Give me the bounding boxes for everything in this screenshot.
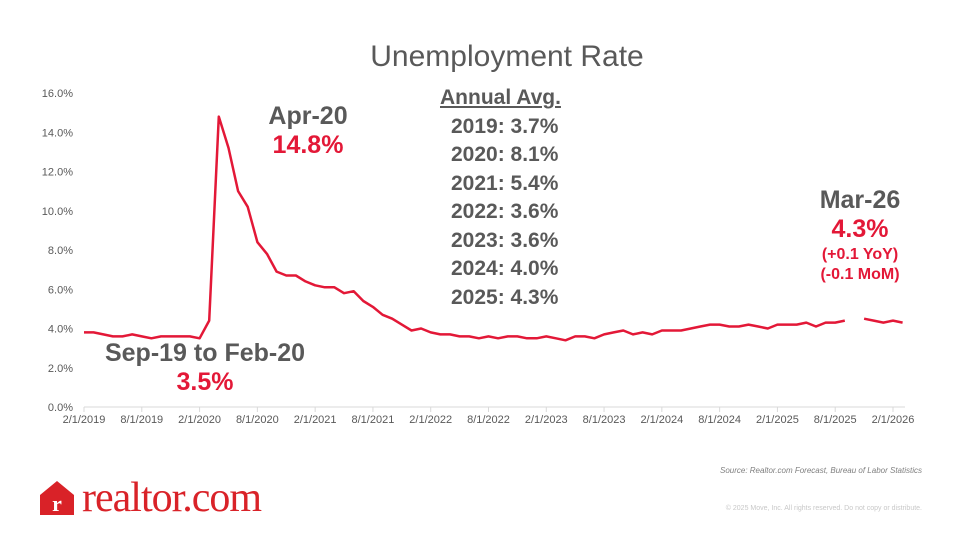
x-tick-label: 2/1/2020 [178, 414, 221, 426]
annual-average-row: 2020: 8.1% [451, 143, 559, 166]
latest-mom: (-0.1 MoM) [820, 266, 900, 283]
annual-average-heading: Annual Avg. [440, 86, 561, 109]
x-tick-label: 2/1/2021 [294, 414, 337, 426]
y-tick-label: 2.0% [48, 363, 73, 375]
latest-value: 4.3% [831, 215, 889, 243]
x-tick-label: 2/1/2026 [872, 414, 915, 426]
source-note: Source: Realtor.com Forecast, Bureau of … [719, 466, 922, 475]
annual-average-box: Annual Avg. 2019: 3.7% 2020: 8.1% 2021: … [440, 84, 561, 312]
y-tick-label: 12.0% [42, 167, 73, 179]
copyright-note: © 2025 Move, Inc. All rights reserved. D… [725, 505, 922, 512]
x-tick-label: 2/1/2025 [756, 414, 799, 426]
annual-average-row: 2019: 3.7% [451, 114, 559, 138]
annual-average-row: 2022: 3.6% [451, 200, 559, 223]
x-tick-label: 2/1/2022 [409, 414, 452, 426]
x-tick-label: 8/1/2021 [352, 414, 395, 426]
chart-title: Unemployment Rate [370, 40, 644, 73]
y-tick-label: 14.0% [42, 127, 73, 139]
peak-value: 14.8% [272, 131, 344, 159]
pre-pandemic-value: 3.5% [176, 368, 234, 396]
annual-average-row: 2021: 5.4% [451, 171, 559, 195]
annual-average-row: 2023: 3.6% [451, 228, 559, 252]
logo-wordmark: realtor.com [82, 475, 262, 521]
x-tick-label: 8/1/2020 [236, 414, 279, 426]
house-icon: r [40, 481, 74, 516]
y-tick-label: 6.0% [48, 284, 73, 296]
y-tick-label: 4.0% [48, 324, 73, 336]
latest-yoy: (+0.1 YoY) [821, 246, 899, 263]
y-tick-label: 10.0% [42, 206, 73, 218]
realtor-logo: r realtor.com [38, 474, 262, 522]
annual-average-row: 2025: 4.3% [451, 285, 559, 309]
y-tick-label: 8.0% [48, 245, 73, 257]
y-tick-label: 16.0% [42, 88, 73, 100]
series-line [84, 115, 846, 342]
peak-annotation: Apr-20 14.8% [258, 102, 358, 160]
x-tick-label: 8/1/2022 [467, 414, 510, 426]
latest-label: Mar-26 [819, 186, 901, 214]
x-tick-label: 8/1/2019 [120, 414, 163, 426]
x-tick-label: 8/1/2025 [814, 414, 857, 426]
x-tick-label: 8/1/2023 [583, 414, 626, 426]
x-tick-label: 2/1/2019 [63, 414, 106, 426]
x-tick-label: 2/1/2024 [640, 414, 683, 426]
annual-average-row: 2024: 4.0% [451, 257, 559, 280]
series-line [863, 317, 903, 324]
svg-text:r: r [52, 491, 62, 516]
x-tick-label: 8/1/2024 [698, 414, 741, 426]
x-tick-label: 2/1/2023 [525, 414, 568, 426]
pre-pandemic-annotation: Sep-19 to Feb-20 3.5% [90, 339, 320, 397]
latest-annotation: Mar-26 4.3% (+0.1 YoY) (-0.1 MoM) [800, 186, 920, 284]
y-tick-label: 0.0% [48, 402, 73, 414]
pre-pandemic-label: Sep-19 to Feb-20 [104, 339, 306, 367]
peak-label: Apr-20 [268, 102, 348, 130]
